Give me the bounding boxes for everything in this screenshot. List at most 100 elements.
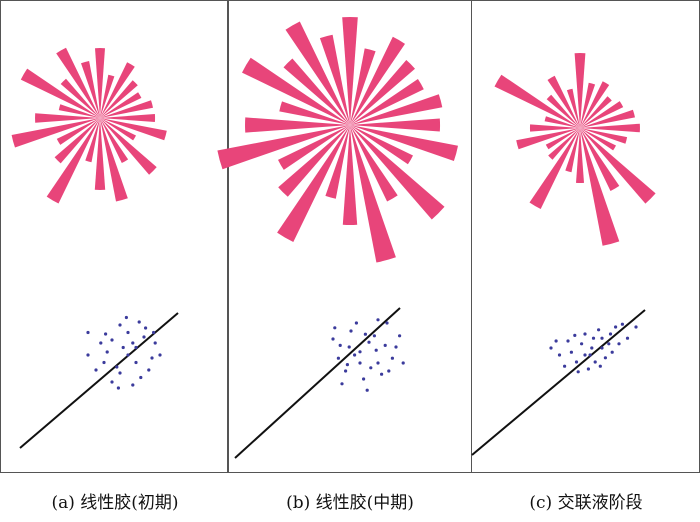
- rose-petal: [242, 57, 350, 126]
- caption-panel-a: (a) 线性胶(初期): [51, 493, 179, 513]
- rose-petal: [46, 118, 100, 204]
- scatter-point: [131, 341, 135, 345]
- scatter-point: [383, 343, 387, 347]
- scatter-point: [620, 322, 625, 326]
- rose-petal: [350, 94, 443, 125]
- rose-petal: [580, 128, 620, 191]
- scatter-point: [586, 367, 591, 371]
- scatter-point: [593, 360, 597, 364]
- rose-petal: [58, 104, 100, 118]
- rose-petal: [580, 123, 640, 133]
- rose-petal: [325, 125, 350, 199]
- scatter-point: [554, 339, 558, 343]
- scatter-point: [354, 321, 358, 325]
- scatter-point: [583, 353, 587, 357]
- scatter-point: [372, 334, 376, 338]
- scatter-point: [608, 332, 613, 336]
- panel-c-frame: [471, 0, 700, 473]
- rose-petal: [283, 58, 350, 125]
- panel-a-frame: [0, 0, 228, 473]
- scatter-point: [353, 353, 357, 357]
- scatter-point: [588, 353, 592, 357]
- rose-petal: [544, 116, 580, 128]
- rose-petal: [54, 118, 100, 164]
- rose-petal: [342, 17, 358, 125]
- rose-petal: [546, 94, 580, 128]
- rose-petal: [319, 34, 350, 126]
- scatter-point: [126, 330, 130, 335]
- rose-petal: [580, 101, 624, 128]
- rose-early-linear-gel: [11, 47, 167, 204]
- scatter-point: [573, 333, 577, 337]
- scatter-point: [102, 360, 106, 365]
- scatter-plots: [19, 307, 646, 459]
- rose-petal: [56, 47, 100, 118]
- rose-petal: [100, 118, 128, 202]
- scatter-point: [153, 341, 157, 345]
- rose-petal: [350, 36, 405, 125]
- rose-petal: [350, 48, 376, 125]
- scatter-point: [614, 325, 618, 329]
- scatter-point: [338, 343, 342, 347]
- scatter-point: [118, 371, 122, 375]
- rose-petal: [580, 82, 596, 128]
- scatter-point: [349, 329, 353, 333]
- rose-petal: [529, 128, 580, 209]
- rose-petal: [56, 118, 100, 145]
- rose-petal: [95, 48, 105, 118]
- scatter-point: [340, 382, 344, 386]
- scatter-point: [607, 342, 611, 346]
- rose-petal: [580, 96, 612, 128]
- scatter-point: [86, 330, 90, 335]
- scatter-point: [333, 326, 337, 330]
- scatter-point: [121, 345, 125, 350]
- rose-petal: [85, 118, 100, 163]
- scatter-point: [603, 356, 608, 360]
- rose-petal: [100, 62, 135, 118]
- scatter-point: [152, 330, 156, 335]
- scatter-point: [369, 366, 373, 370]
- rose-petal: [60, 78, 100, 118]
- scatter-point: [367, 340, 371, 344]
- scatter-point: [398, 334, 402, 338]
- scatter-point: [105, 350, 109, 354]
- scatter-point: [365, 388, 369, 392]
- rose-petal: [94, 118, 106, 190]
- scatter-point: [363, 332, 367, 336]
- rose-petal: [100, 100, 153, 118]
- scatter-point: [634, 325, 638, 329]
- rose-petal: [350, 60, 415, 125]
- rose-petal: [20, 68, 100, 118]
- scatter-point: [625, 336, 630, 340]
- scatter-early-linear-gel: [19, 312, 179, 449]
- scatter-point: [99, 341, 103, 345]
- scatter-point: [569, 350, 574, 354]
- scatter-point: [591, 336, 596, 340]
- rose-petal: [100, 118, 129, 163]
- rose-petal: [350, 125, 413, 165]
- scatter-point: [597, 328, 601, 332]
- scatter-point: [139, 375, 143, 380]
- scatter-point: [358, 361, 362, 365]
- scatter-point: [394, 345, 398, 349]
- rose-petal: [548, 128, 580, 160]
- scatter-point: [617, 342, 621, 346]
- scatter-point: [110, 380, 114, 384]
- scatter-point: [385, 321, 389, 325]
- scatter-point: [358, 350, 362, 354]
- rose-petal: [100, 74, 115, 118]
- rose-petal: [350, 125, 398, 202]
- rose-petal: [350, 125, 458, 161]
- rose-middle-linear-gel: [217, 17, 458, 263]
- rose-petal: [545, 128, 580, 150]
- rose-petal: [580, 109, 635, 128]
- scatter-point: [376, 318, 380, 322]
- rose-petal: [350, 125, 396, 263]
- rose-petal: [100, 114, 156, 122]
- scatter-point: [344, 369, 348, 373]
- rose-petal: [277, 125, 350, 242]
- rose-petal: [100, 80, 138, 118]
- rose-petal: [580, 128, 628, 144]
- rose-petal: [529, 124, 580, 132]
- rose-petal: [580, 128, 616, 151]
